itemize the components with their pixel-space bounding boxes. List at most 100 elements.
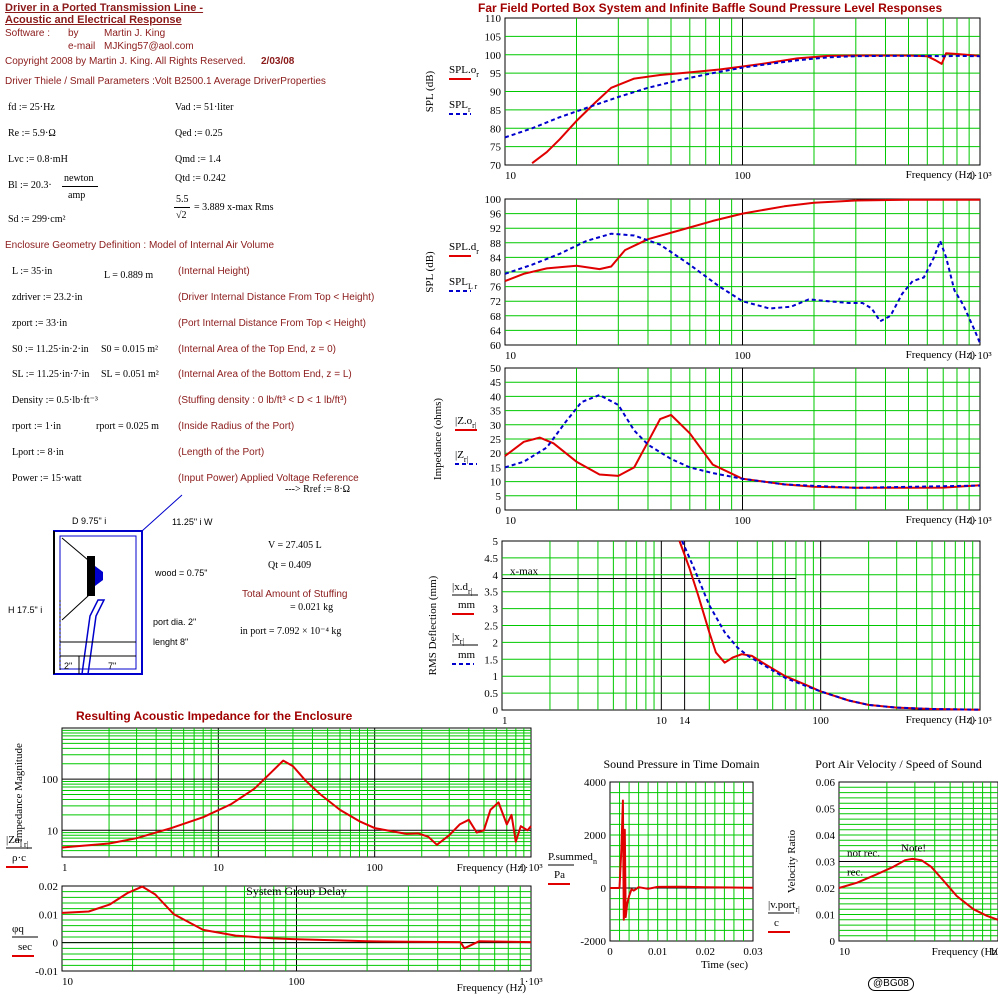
param-lvc: Lvc := 0.8·mH [8, 154, 68, 165]
x-tick-label: 100 [288, 976, 305, 988]
y-tick-label: 2000 [584, 830, 607, 842]
y-tick-label: 0 [493, 705, 499, 717]
x-tick-label: 10 [656, 715, 668, 727]
x-tick-label: 100 [734, 350, 751, 362]
series-line-1 [504, 394, 981, 489]
acoustic-title: Resulting Acoustic Impedance for the Enc… [76, 709, 353, 723]
y-tick-label: 76 [490, 282, 502, 294]
series-line-0 [504, 198, 980, 283]
copyright: Copyright 2008 by Martin J. King. All Ri… [5, 56, 246, 67]
y-tick-label: 3 [493, 604, 499, 616]
param-qmd: Qmd := 1.4 [175, 154, 221, 165]
y-tick-label: 0.03 [816, 857, 836, 869]
x-tick-label: 0 [607, 946, 613, 958]
grid [502, 541, 980, 710]
legend-label: SPLL r [449, 276, 478, 291]
footer-tag: @BG08 [868, 977, 914, 991]
legend-denominator: mm [458, 649, 476, 661]
xmax-fraction-bar [174, 207, 190, 208]
x-tick-label: 1·10³ [519, 862, 543, 874]
volume-result: V = 27.405 L [268, 540, 322, 551]
doc-title-line1: Driver in a Ported Transmission Line - [5, 2, 204, 14]
y-tick-label: 45 [490, 377, 502, 389]
y-tick-label: 90 [490, 87, 502, 99]
author-name: Martin J. King [104, 28, 166, 39]
chart-title: Sound Pressure in Time Domain [603, 757, 759, 771]
geometry-L-value: L = 0.889 m [104, 270, 154, 281]
y-tick-label: 96 [490, 209, 502, 221]
port-dia-label: port dia. 2" [153, 617, 197, 627]
x-tick-label: 100 [990, 946, 998, 958]
y-tick-label: 1 [493, 671, 499, 683]
x-tick-label: 14 [679, 715, 691, 727]
y-axis-label: SPL (dB) [424, 251, 436, 293]
y-tick-label: 68 [490, 311, 502, 323]
bl-fraction-bar [62, 186, 98, 187]
y-tick-label: 100 [485, 50, 502, 62]
xmax-label: x-max [510, 566, 539, 578]
y-tick-label: 1.5 [484, 654, 498, 666]
grid [505, 368, 980, 510]
wood-label: wood = 0.75" [155, 568, 208, 578]
geometry-S0-value: S0 = 0.015 m² [101, 344, 158, 355]
geometry-zport-desc: (Port Internal Distance From Top < Heigh… [178, 318, 366, 329]
series-line-0 [61, 759, 532, 849]
x-tick-label: 1·10³ [968, 715, 992, 727]
chart-0: 70 75 80 85 90 95 100 105 110 10 100 1·10³Frequency… [424, 13, 992, 182]
y-axis-label: Velocity Ratio [786, 829, 798, 893]
param-re: Re := 5.9·Ω [8, 128, 56, 139]
param-vad: Vad := 51·liter [175, 102, 234, 113]
geometry-lport-def: Lport := 8·in [12, 447, 64, 458]
box-width-label: 11.25" i W [172, 517, 213, 527]
qt-result: Qt = 0.409 [268, 560, 312, 571]
x-tick-label: 10 [839, 946, 851, 958]
x-tick-label: 10 [62, 976, 74, 988]
grid [62, 886, 531, 971]
grid [839, 782, 998, 941]
y-tick-label: 3.5 [484, 587, 498, 599]
series-line-1 [504, 54, 981, 139]
y-tick-label: 84 [490, 252, 502, 264]
grid [610, 782, 753, 941]
y-tick-label: 50 [490, 363, 502, 375]
xmax-den: √2 [176, 210, 187, 221]
rref-value: ---> Rref := 8·Ω [285, 484, 351, 495]
y-tick-label: 110 [485, 13, 502, 25]
y-tick-label: 0.02 [39, 881, 58, 893]
y-axis-label: Impedance (ohms) [432, 398, 444, 480]
x-tick-label: 100 [812, 715, 829, 727]
y-tick-label: 64 [490, 325, 502, 337]
legend-label: |v.portr| [768, 899, 800, 914]
geometry-power-desc: (Input Power) Applied Voltage Reference [178, 473, 359, 484]
y-tick-label: 10 [47, 825, 59, 837]
stuffing-port: in port = 7.092 × 10⁻⁴ kg [240, 626, 342, 637]
doc-title-line2: Acoustic and Electrical Response [5, 14, 182, 26]
y-tick-label: 95 [490, 68, 502, 80]
y-tick-label: 80 [490, 123, 502, 135]
grid [505, 18, 980, 165]
geometry-rport-desc: (Inside Radius of the Port) [178, 421, 295, 432]
param-qed: Qed := 0.25 [175, 128, 223, 139]
y-tick-label: 70 [490, 160, 502, 172]
legend-denominator: c [774, 917, 779, 929]
y-tick-label: 105 [485, 31, 502, 43]
xmax-num: 5.5 [176, 194, 189, 205]
x-tick-label: 10 [213, 862, 225, 874]
chart-7: 0 0.01 0.02 0.03 0.04 0.05 0.06 10 100Frequency … [768, 757, 998, 958]
x-tick-label: 0.01 [648, 946, 667, 958]
software-label: Software : [5, 28, 51, 39]
y-tick-label: 0 [830, 936, 836, 948]
y-tick-label: 100 [485, 194, 502, 206]
x-tick-label: 1·10³ [968, 515, 992, 527]
rec-label: rec. [847, 867, 863, 879]
legend-denominator: Pa [554, 869, 565, 881]
y-tick-label: 80 [490, 267, 502, 279]
y-tick-label: 0 [53, 938, 59, 950]
x-tick-label: 10 [505, 515, 517, 527]
y-tick-label: 5 [493, 536, 499, 548]
y-tick-label: 0.5 [484, 688, 498, 700]
y-tick-label: 25 [490, 434, 502, 446]
email-address: MJKing57@aol.com [104, 41, 194, 52]
y-tick-label: 0.04 [816, 830, 836, 842]
